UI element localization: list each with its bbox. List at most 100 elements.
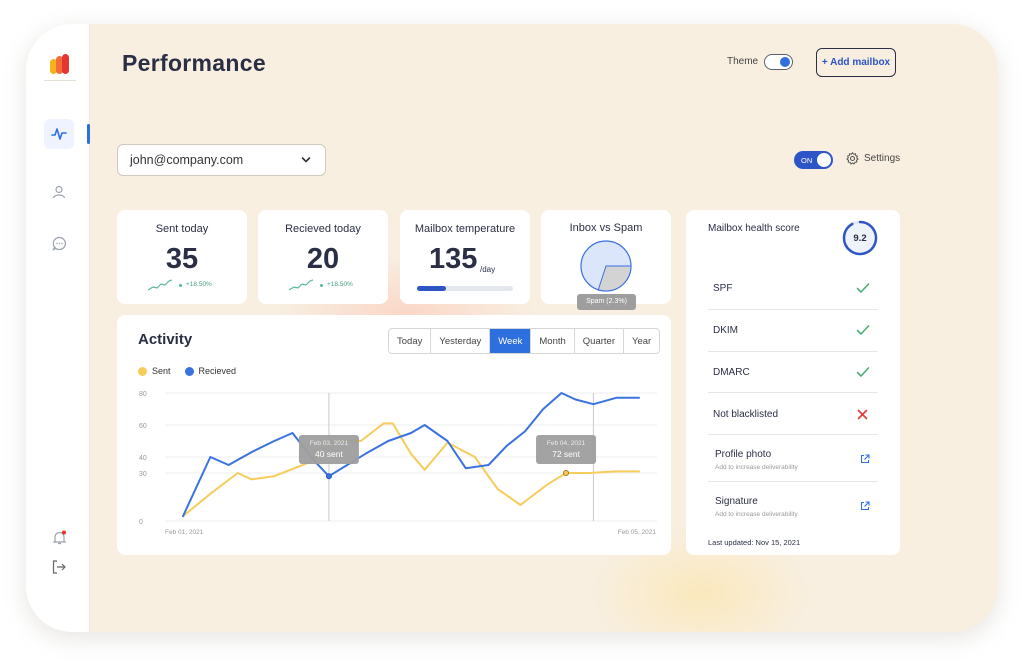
stat-label: Recieved today: [285, 223, 361, 235]
toggle-label: ON: [801, 155, 813, 165]
tab-week[interactable]: Week: [490, 329, 532, 353]
check-icon: [856, 367, 870, 377]
sparkline: [289, 279, 313, 291]
pie-spam-slice: [597, 265, 632, 292]
settings-button[interactable]: Settings: [846, 152, 900, 165]
external-link-icon[interactable]: [860, 454, 870, 464]
logo-bar: [62, 54, 69, 74]
logo-bar: [50, 59, 57, 74]
sparkline: [148, 279, 172, 291]
tab-today[interactable]: Today: [389, 329, 432, 353]
trend-dot: [179, 284, 182, 287]
legend-label: Recieved: [198, 366, 237, 376]
check-row-blacklist: Not blacklisted: [708, 393, 878, 435]
gauge-arc: [842, 220, 878, 256]
chart-tooltip: [298, 435, 359, 464]
check-row-dmarc: DMARC: [708, 352, 878, 393]
health-score-gauge: 9.2: [841, 219, 879, 257]
health-score-value: 9.2: [853, 232, 867, 244]
tab-quarter[interactable]: Quarter: [575, 329, 625, 353]
chevron-down-icon: [301, 157, 311, 163]
temperature-progress: [417, 286, 513, 291]
check-icon: [856, 325, 870, 335]
activity-icon[interactable]: [44, 119, 74, 149]
inbox-spam-pie: [580, 240, 632, 292]
series-line-recieved: [182, 392, 640, 518]
check-label: DKIM: [713, 325, 738, 336]
legend-item-received[interactable]: Recieved: [184, 366, 237, 376]
divider: [44, 80, 76, 81]
chart-tooltip: [536, 435, 597, 464]
y-tick-label: 60: [139, 423, 147, 430]
stat-value: 35: [165, 243, 199, 275]
stat-label: Mailbox temperature: [414, 223, 516, 235]
data-point: [563, 470, 570, 476]
check-icon: [856, 283, 870, 293]
tab-yesterday[interactable]: Yesterday: [431, 329, 491, 353]
cross-icon: [857, 409, 868, 420]
stat-unit: /day: [480, 265, 496, 274]
page-title: Performance: [122, 50, 266, 76]
check-label: DMARC: [713, 367, 750, 378]
temperature-progress-fill: [417, 286, 446, 291]
tooltip-date: Feb 04, 2021: [547, 440, 586, 447]
activity-chart: 0 30 40 60 80 Feb 01, 2021 Feb 05, 2021 Feb 03,…: [139, 391, 657, 536]
activity-card: Activity Today Yesterday Week Month Quar…: [117, 315, 671, 555]
user-icon[interactable]: [44, 177, 74, 207]
chart-legend: Sent Recieved: [138, 366, 236, 376]
tab-month[interactable]: Month: [531, 329, 575, 353]
tooltip-value: 72 sent: [552, 449, 581, 459]
trend-dot: [320, 284, 323, 287]
stat-value: 135: [429, 243, 478, 275]
gear-icon: [846, 152, 859, 165]
external-link-icon[interactable]: [860, 501, 870, 511]
chat-icon[interactable]: [44, 228, 74, 258]
check-hint: Add to increase deliverability: [715, 464, 798, 471]
y-tick-label: 0: [139, 519, 143, 526]
sent-today-card: Sent today 35 +18.50%: [117, 210, 247, 304]
period-tabs: Today Yesterday Week Month Quarter Year: [388, 328, 661, 354]
mailbox-on-toggle[interactable]: ON: [794, 151, 833, 169]
app-window: Performance Theme + Add mailbox john@com…: [26, 24, 998, 632]
legend-item-sent[interactable]: Sent: [138, 366, 171, 376]
mailbox-select-value: john@company.com: [130, 153, 244, 167]
y-tick-label: 30: [139, 471, 147, 478]
check-label: Profile photo: [715, 449, 772, 460]
logout-icon[interactable]: [44, 552, 74, 582]
app-logo: [50, 52, 72, 74]
stat-label: Inbox vs Spam: [569, 222, 643, 234]
activity-title: Activity: [138, 331, 193, 348]
received-today-card: Recieved today 20 +18.50%: [258, 210, 388, 304]
check-label: Not blacklisted: [713, 409, 779, 420]
logo-bar: [56, 56, 63, 74]
delta-value: +18.50%: [327, 281, 353, 288]
spam-tooltip: Spam (2.3%): [577, 294, 636, 310]
last-updated: Last updated: Nov 15, 2021: [708, 538, 801, 547]
tab-year[interactable]: Year: [632, 335, 652, 347]
legend-label: Sent: [152, 366, 171, 376]
check-row-profile-photo: Profile photo Add to increase deliverabi…: [708, 435, 878, 482]
health-score-card: Mailbox health score 9.2 SPF DKIM DMARC …: [686, 210, 900, 555]
check-row-signature: Signature Add to increase deliverability: [708, 482, 878, 528]
stat-label: Sent today: [155, 223, 209, 235]
health-title: Mailbox health score: [708, 223, 800, 234]
check-row-spf: SPF: [708, 268, 878, 310]
tooltip-value: 40 sent: [315, 449, 344, 459]
theme-label: Theme: [727, 56, 759, 67]
active-nav-marker: [87, 124, 90, 144]
x-tick-label: Feb 05, 2021: [618, 529, 657, 536]
theme-toggle[interactable]: [764, 54, 793, 70]
sidebar: [26, 24, 90, 632]
inbox-vs-spam-card: Inbox vs Spam Spam (2.3%): [541, 210, 671, 310]
check-row-dkim: DKIM: [708, 310, 878, 352]
y-tick-label: 80: [139, 391, 147, 398]
mailbox-select[interactable]: john@company.com: [117, 144, 326, 176]
tooltip-date: Feb 03, 2021: [310, 440, 349, 447]
x-tick-label: Feb 01, 2021: [165, 529, 204, 536]
legend-swatch: [138, 366, 147, 376]
bell-icon[interactable]: [44, 522, 74, 552]
settings-label: Settings: [864, 153, 901, 164]
add-mailbox-button[interactable]: + Add mailbox: [816, 48, 896, 77]
delta-value: +18.50%: [186, 281, 212, 288]
y-tick-label: 40: [139, 455, 147, 462]
